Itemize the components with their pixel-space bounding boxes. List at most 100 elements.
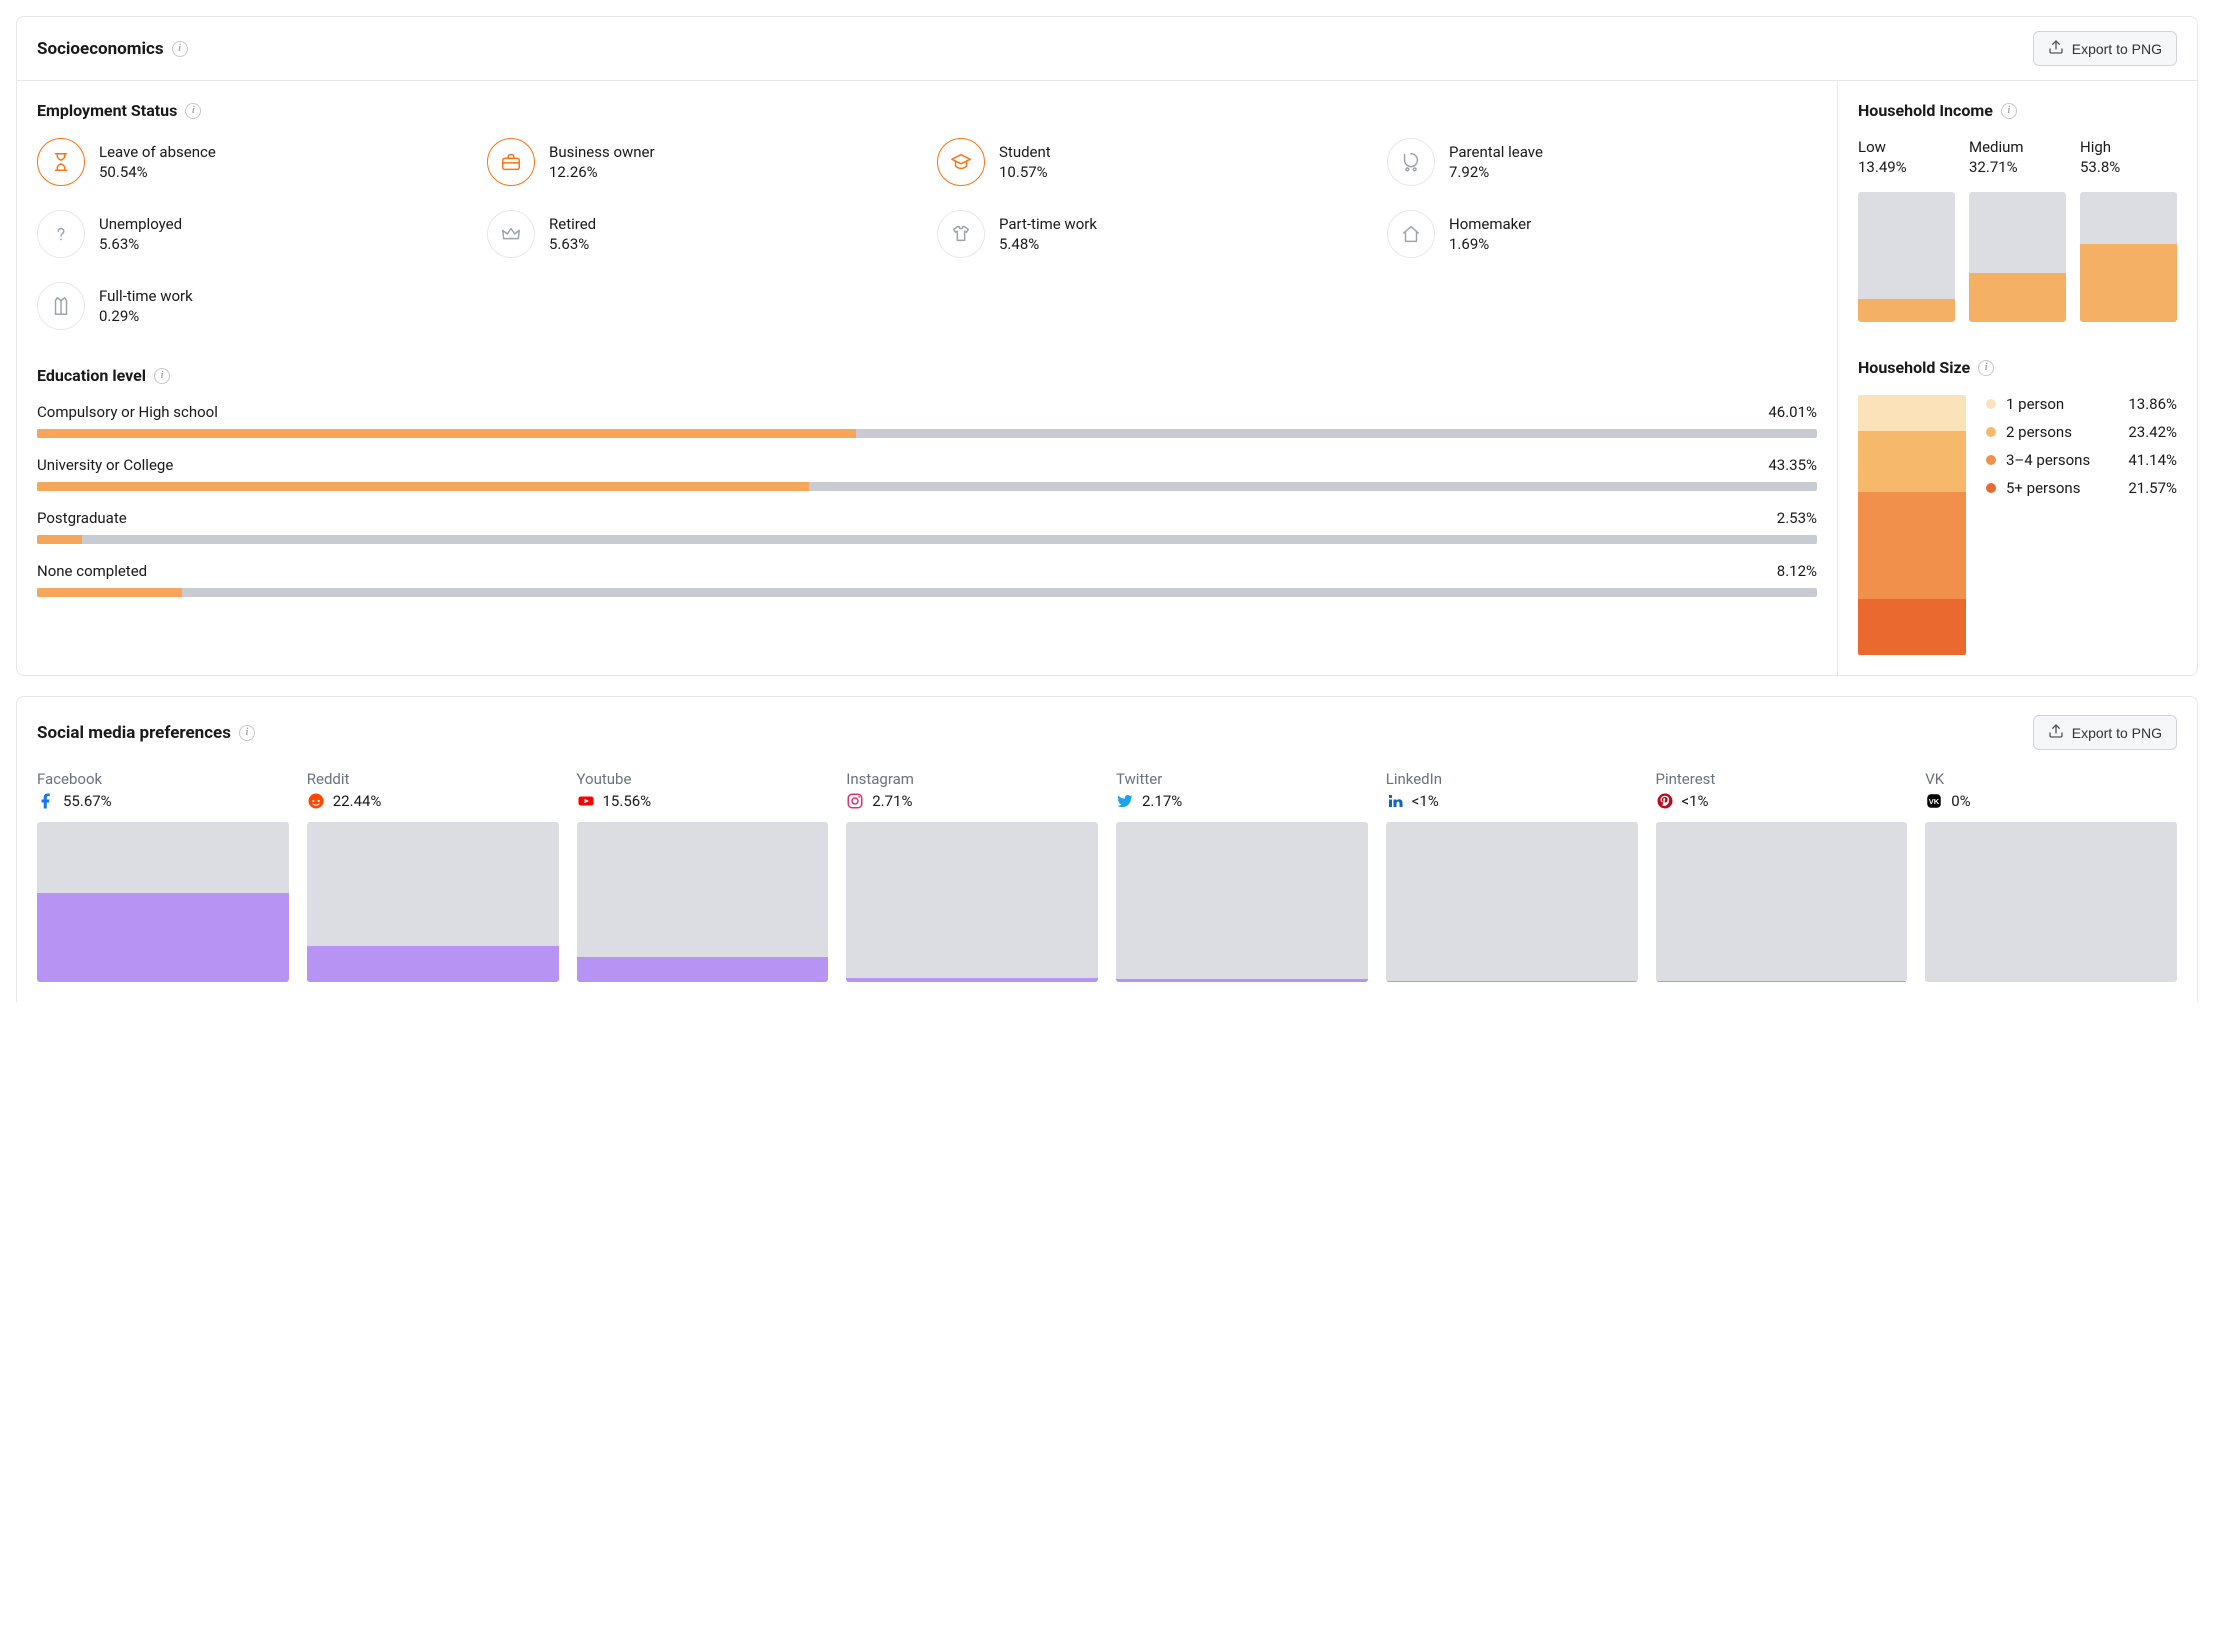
income-value: 13.49% bbox=[1858, 158, 1955, 176]
employment-value: 5.48% bbox=[999, 235, 1097, 253]
income-bar-fill bbox=[1858, 299, 1955, 322]
social-bar bbox=[307, 822, 559, 982]
social-value: 0% bbox=[1951, 792, 1970, 810]
tshirt-icon bbox=[937, 210, 985, 258]
household-size-title: Household Size bbox=[1858, 358, 1970, 377]
employment-label: Leave of absence bbox=[99, 143, 216, 161]
graduation-icon bbox=[937, 138, 985, 186]
employment-value: 1.69% bbox=[1449, 235, 1531, 253]
info-icon[interactable]: i bbox=[172, 41, 188, 57]
export-label: Export to PNG bbox=[2072, 41, 2162, 57]
employment-item-parttime: Part-time work 5.48% bbox=[937, 210, 1367, 258]
household-size-segment bbox=[1858, 599, 1966, 655]
section-title-row: Employment Status i bbox=[37, 101, 1817, 120]
panel-title-row: Socioeconomics i bbox=[37, 39, 188, 59]
social-bar-fill bbox=[846, 978, 1098, 982]
legend-value: 21.57% bbox=[2128, 479, 2177, 497]
education-row-top: Compulsory or High school 46.01% bbox=[37, 403, 1817, 421]
legend-label: 2 persons bbox=[2006, 423, 2118, 441]
section-title-row: Household Income i bbox=[1858, 101, 2177, 120]
social-label: VK bbox=[1925, 770, 2177, 788]
social-value: 2.71% bbox=[872, 792, 912, 810]
employment-value: 5.63% bbox=[99, 235, 182, 253]
vk-icon: VK bbox=[1925, 792, 1943, 810]
employment-item-unemployed: Unemployed 5.63% bbox=[37, 210, 467, 258]
social-label: Instagram bbox=[846, 770, 1098, 788]
social-bar-fill bbox=[307, 946, 559, 982]
info-icon[interactable]: i bbox=[239, 725, 255, 741]
education-bar bbox=[37, 588, 1817, 597]
household-size-legend: 1 person 13.86% 2 persons 23.42% 3–4 per… bbox=[1986, 395, 2177, 655]
employment-value: 0.29% bbox=[99, 307, 193, 325]
social-item-pinterest: Pinterest <1% bbox=[1656, 770, 1908, 982]
social-item-youtube: Youtube 15.56% bbox=[577, 770, 829, 982]
education-list: Compulsory or High school 46.01% Univers… bbox=[37, 403, 1817, 597]
social-label: LinkedIn bbox=[1386, 770, 1638, 788]
social-bar-fill bbox=[37, 893, 289, 982]
employment-label: Homemaker bbox=[1449, 215, 1531, 233]
social-value-row: 55.67% bbox=[37, 792, 289, 810]
svg-text:VK: VK bbox=[1929, 797, 1940, 806]
export-icon bbox=[2048, 39, 2064, 58]
social-item-twitter: Twitter 2.17% bbox=[1116, 770, 1368, 982]
social-value: 22.44% bbox=[333, 792, 382, 810]
employment-item-leave: Leave of absence 50.54% bbox=[37, 138, 467, 186]
social-value-row: <1% bbox=[1656, 792, 1908, 810]
employment-item-retired: Retired 5.63% bbox=[487, 210, 917, 258]
education-value: 43.35% bbox=[1768, 456, 1817, 474]
household-size-legend-row: 3–4 persons 41.14% bbox=[1986, 451, 2177, 469]
employment-label: Student bbox=[999, 143, 1051, 161]
export-png-button[interactable]: Export to PNG bbox=[2033, 715, 2177, 750]
social-bar bbox=[1656, 822, 1908, 982]
info-icon[interactable]: i bbox=[1978, 360, 1994, 376]
employment-label: Retired bbox=[549, 215, 596, 233]
info-icon[interactable]: i bbox=[185, 103, 201, 119]
panel-title-row: Social media preferences i bbox=[37, 723, 255, 743]
panel-body: Employment Status i Leave of absence 50.… bbox=[17, 81, 2197, 675]
legend-dot-icon bbox=[1986, 455, 1996, 465]
education-bar-fill bbox=[37, 588, 182, 597]
employment-label: Business owner bbox=[549, 143, 655, 161]
section-title-row: Education level i bbox=[37, 366, 1817, 385]
income-item: Low 13.49% bbox=[1858, 138, 1955, 322]
education-bar-fill bbox=[37, 535, 82, 544]
social-value: 2.17% bbox=[1142, 792, 1182, 810]
social-bar bbox=[37, 822, 289, 982]
income-value: 53.8% bbox=[2080, 158, 2177, 176]
facebook-icon bbox=[37, 792, 55, 810]
social-value: 55.67% bbox=[63, 792, 112, 810]
social-bar bbox=[846, 822, 1098, 982]
info-icon[interactable]: i bbox=[154, 368, 170, 384]
household-size-segment bbox=[1858, 395, 1966, 431]
social-value: <1% bbox=[1412, 792, 1439, 810]
employment-title: Employment Status bbox=[37, 101, 177, 120]
shirt-icon bbox=[37, 282, 85, 330]
education-section: Education level i Compulsory or High sch… bbox=[37, 366, 1817, 597]
social-item-vk: VK VK 0% bbox=[1925, 770, 2177, 982]
household-size-legend-row: 1 person 13.86% bbox=[1986, 395, 2177, 413]
employment-text: Unemployed 5.63% bbox=[99, 215, 182, 253]
income-label: High bbox=[2080, 138, 2177, 156]
socioeconomics-panel: Socioeconomics i Export to PNG Employmen… bbox=[16, 16, 2198, 676]
employment-value: 10.57% bbox=[999, 163, 1051, 181]
social-value-row: 2.71% bbox=[846, 792, 1098, 810]
household-size-segment bbox=[1858, 431, 1966, 492]
export-png-button[interactable]: Export to PNG bbox=[2033, 31, 2177, 66]
employment-text: Retired 5.63% bbox=[549, 215, 596, 253]
social-value-row: <1% bbox=[1386, 792, 1638, 810]
social-item-reddit: Reddit 22.44% bbox=[307, 770, 559, 982]
social-item-linkedin: LinkedIn <1% bbox=[1386, 770, 1638, 982]
social-bar bbox=[1925, 822, 2177, 982]
household-size-segment bbox=[1858, 492, 1966, 599]
social-bar-fill bbox=[1656, 981, 1908, 982]
briefcase-icon bbox=[487, 138, 535, 186]
legend-dot-icon bbox=[1986, 483, 1996, 493]
social-item-instagram: Instagram 2.71% bbox=[846, 770, 1098, 982]
income-label: Medium bbox=[1969, 138, 2066, 156]
employment-item-homemaker: Homemaker 1.69% bbox=[1387, 210, 1817, 258]
panel-title: Socioeconomics bbox=[37, 39, 164, 59]
employment-section: Employment Status i Leave of absence 50.… bbox=[37, 101, 1817, 330]
social-value-row: 2.17% bbox=[1116, 792, 1368, 810]
education-title: Education level bbox=[37, 366, 146, 385]
info-icon[interactable]: i bbox=[2001, 103, 2017, 119]
